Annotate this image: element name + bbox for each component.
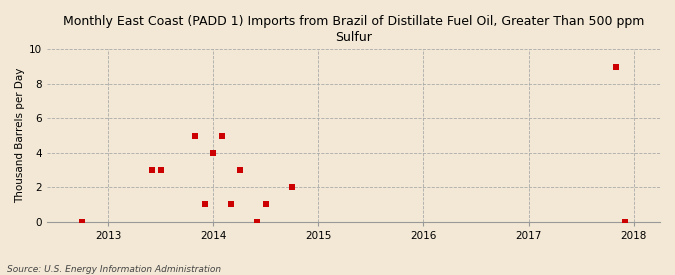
Point [252,219,263,224]
Point [199,202,210,207]
Point [208,151,219,155]
Point [287,185,298,189]
Point [225,202,236,207]
Point [216,133,227,138]
Point [190,133,200,138]
Text: Source: U.S. Energy Information Administration: Source: U.S. Energy Information Administ… [7,265,221,274]
Point [620,219,630,224]
Point [261,202,271,207]
Point [76,219,87,224]
Point [610,64,621,69]
Y-axis label: Thousand Barrels per Day: Thousand Barrels per Day [15,68,25,203]
Point [155,168,166,172]
Point [234,168,245,172]
Title: Monthly East Coast (PADD 1) Imports from Brazil of Distillate Fuel Oil, Greater : Monthly East Coast (PADD 1) Imports from… [63,15,644,44]
Point [147,168,158,172]
